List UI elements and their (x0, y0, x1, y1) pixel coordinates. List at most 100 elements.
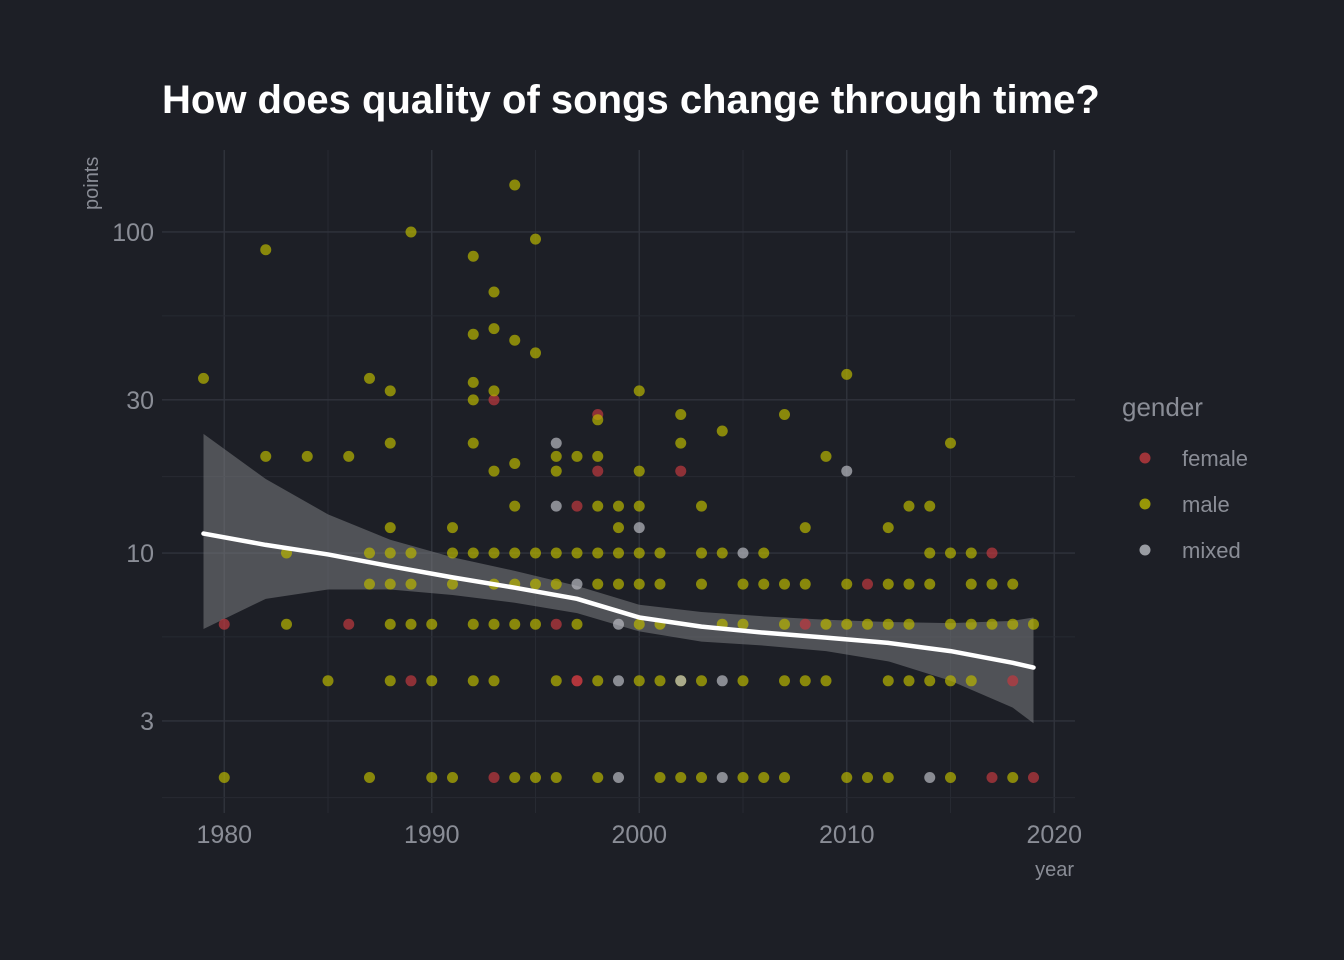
data-point-male (281, 618, 292, 630)
data-point-male (384, 578, 396, 590)
data-point-male (924, 675, 936, 687)
data-point-mixed (737, 547, 749, 559)
data-point-male (1028, 618, 1039, 630)
data-point-male (758, 547, 770, 559)
data-point-female (592, 465, 604, 477)
data-point-male (384, 385, 396, 397)
data-point-mixed (613, 618, 624, 630)
data-point-male (737, 675, 749, 687)
data-point-male (675, 409, 687, 421)
data-point-female (218, 618, 230, 630)
data-point-female (550, 618, 562, 630)
data-point-mixed (675, 675, 687, 687)
chart-title: How does quality of songs change through… (162, 78, 1100, 122)
data-point-male (965, 547, 977, 559)
data-point-male (945, 675, 956, 687)
data-point-male (633, 500, 645, 512)
data-point-male (509, 500, 521, 512)
data-point-male (633, 465, 645, 477)
data-point-mixed (550, 437, 562, 449)
data-point-male (613, 578, 624, 590)
data-point-female (986, 547, 998, 559)
data-point-male (696, 578, 707, 590)
data-point-male (945, 618, 956, 630)
data-point-male (716, 425, 728, 437)
data-point-male (467, 618, 479, 630)
legend-key-male (1139, 498, 1151, 510)
data-point-male (384, 547, 396, 559)
x-tick-label: 2020 (1026, 821, 1082, 849)
data-point-male (882, 618, 894, 630)
y-tick-label: 3 (140, 708, 154, 736)
data-point-male (405, 618, 417, 630)
data-point-male (737, 771, 749, 783)
data-point-female (405, 675, 417, 687)
data-point-male (550, 771, 562, 783)
data-point-male (592, 414, 604, 426)
data-point-male (592, 675, 604, 687)
data-point-male (467, 437, 479, 449)
data-point-male (488, 618, 500, 630)
data-point-male (467, 675, 479, 687)
data-point-male (530, 233, 541, 245)
data-point-female (986, 771, 998, 783)
data-point-female (343, 618, 355, 630)
data-point-male (509, 547, 521, 559)
data-point-male (550, 547, 562, 559)
data-point-male (799, 578, 811, 590)
data-point-male (447, 771, 458, 783)
data-point-male (467, 250, 479, 262)
data-point-male (633, 547, 645, 559)
data-point-male (384, 522, 396, 534)
data-point-male (364, 578, 375, 590)
data-point-male (675, 771, 687, 783)
data-point-male (633, 618, 645, 630)
confidence-band (203, 433, 1034, 724)
legend-title: gender (1122, 392, 1203, 422)
data-point-male (613, 500, 624, 512)
data-point-male (965, 618, 977, 630)
data-point-male (945, 437, 956, 449)
data-point-male (862, 771, 873, 783)
smooth-line (201, 531, 1036, 670)
y-tick-labels: 3 10 30 100 (112, 219, 154, 736)
data-point-male (820, 450, 832, 462)
data-point-male (903, 675, 915, 687)
data-point-male (779, 578, 790, 590)
data-point-female (1028, 771, 1039, 783)
y-tick-label: 30 (126, 387, 154, 415)
data-point-male (260, 244, 272, 256)
legend-label-female: female (1182, 446, 1248, 471)
data-point-male (488, 547, 500, 559)
data-point-male (696, 675, 707, 687)
data-point-male (716, 547, 728, 559)
data-point-male (613, 547, 624, 559)
data-point-male (675, 437, 687, 449)
data-point-male (447, 522, 458, 534)
y-tick-label: 10 (126, 540, 154, 568)
data-point-male (841, 618, 853, 630)
data-point-male (1007, 771, 1019, 783)
data-point-male (696, 500, 707, 512)
data-point-male (447, 547, 458, 559)
data-point-mixed (633, 522, 645, 534)
data-point-male (903, 500, 915, 512)
data-point-male (550, 465, 562, 477)
legend-label-male: male (1182, 492, 1230, 517)
x-axis-label: year (1035, 859, 1074, 881)
data-point-male (862, 618, 873, 630)
data-point-male (882, 578, 894, 590)
data-point-male (820, 675, 832, 687)
data-point-male (488, 323, 500, 335)
data-point-mixed (716, 675, 728, 687)
data-point-male (509, 458, 521, 470)
data-point-male (965, 578, 977, 590)
x-tick-labels: 1980 1990 2000 2010 2020 (196, 821, 1082, 849)
data-point-male (260, 450, 272, 462)
data-point-male (198, 372, 209, 384)
data-point-mixed (841, 465, 853, 477)
x-tick-label: 2000 (611, 821, 667, 849)
data-point-female (799, 618, 811, 630)
x-tick-label: 1990 (404, 821, 460, 849)
data-point-mixed (924, 771, 936, 783)
